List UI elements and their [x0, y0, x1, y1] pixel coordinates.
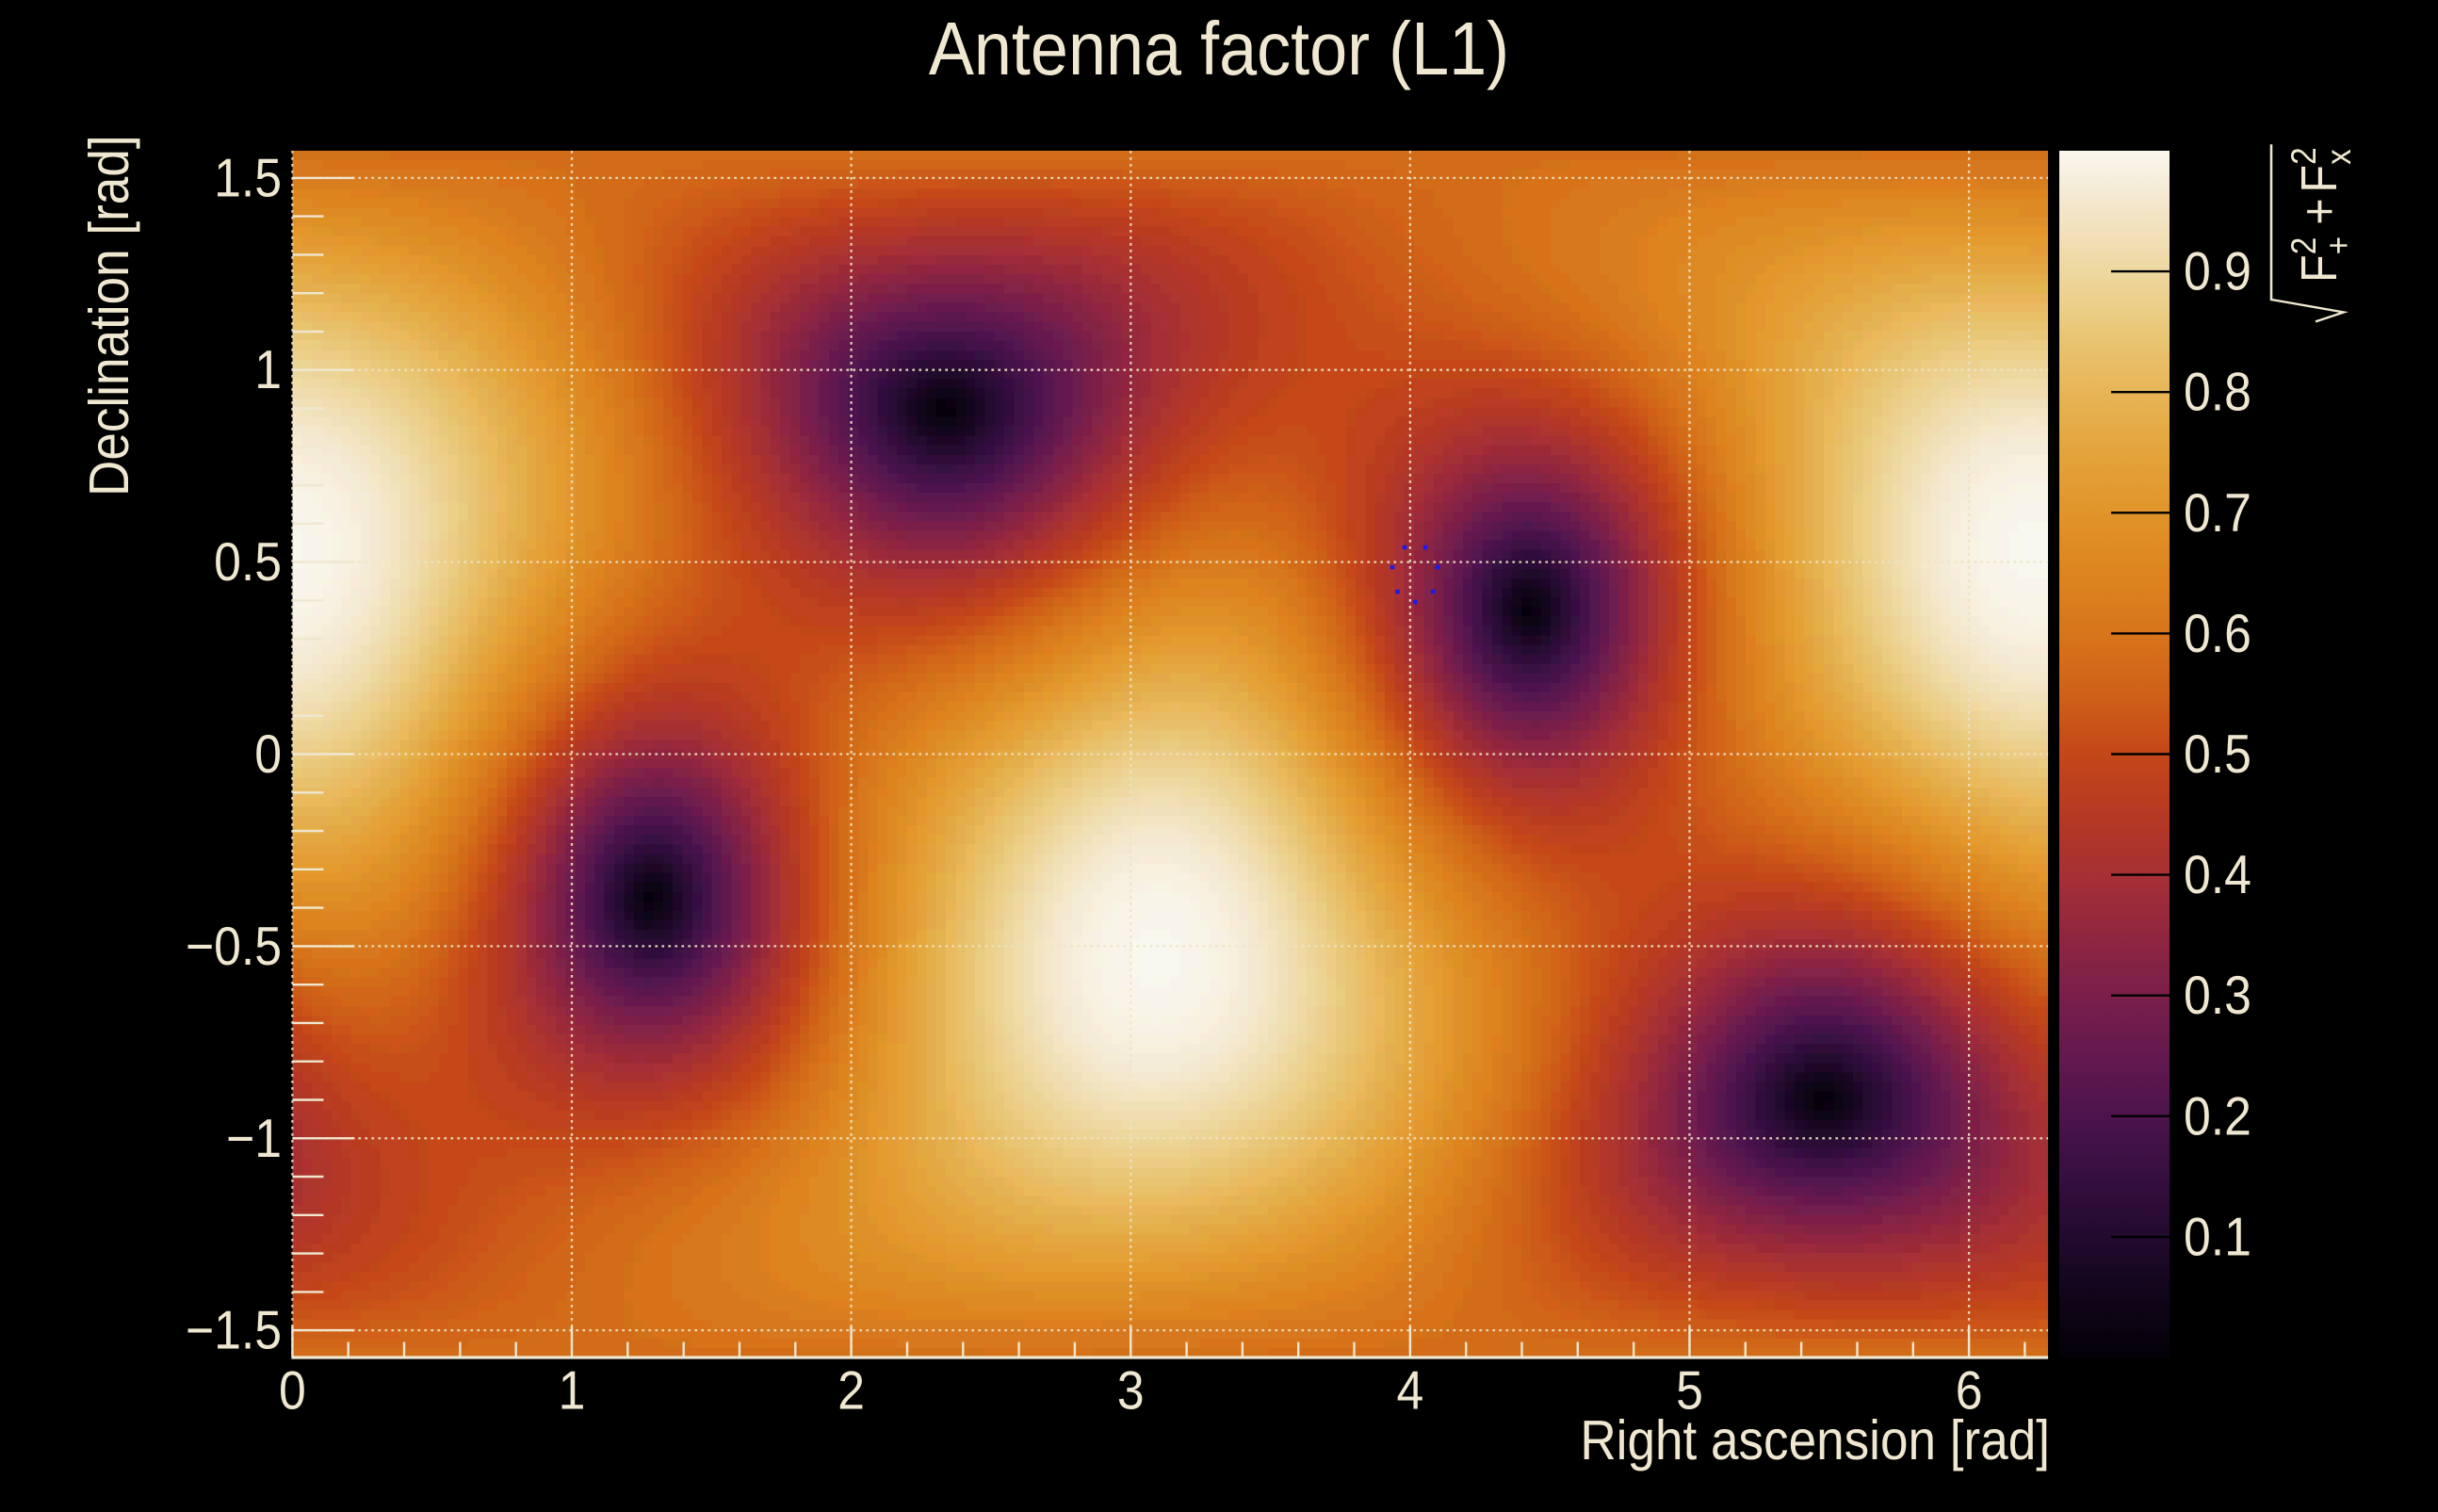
svg-text:F: F: [2290, 165, 2348, 193]
svg-text:Right ascension [rad]: Right ascension [rad]: [1580, 1408, 2050, 1471]
svg-text:−1: −1: [226, 1107, 282, 1168]
svg-text:0.4: 0.4: [2184, 844, 2251, 905]
svg-text:0: 0: [279, 1359, 306, 1421]
svg-text:x: x: [2319, 149, 2358, 165]
svg-text:F: F: [2290, 254, 2348, 283]
svg-text:Antenna factor (L1): Antenna factor (L1): [929, 8, 1509, 91]
svg-text:5: 5: [1676, 1359, 1703, 1421]
svg-text:0.9: 0.9: [2184, 240, 2251, 301]
svg-text:−0.5: −0.5: [186, 915, 282, 976]
svg-text:0.2: 0.2: [2184, 1085, 2251, 1146]
svg-text:2: 2: [2284, 237, 2323, 255]
svg-text:3: 3: [1117, 1359, 1145, 1421]
svg-text:1: 1: [254, 339, 282, 400]
svg-text:6: 6: [1956, 1359, 1983, 1421]
svg-text:−1.5: −1.5: [186, 1299, 282, 1360]
svg-text:Declination [rad]: Declination [rad]: [77, 135, 139, 496]
svg-text:0.8: 0.8: [2184, 361, 2251, 422]
svg-text:0.5: 0.5: [2184, 723, 2251, 784]
svg-text:1: 1: [559, 1359, 586, 1421]
svg-text:+: +: [2290, 198, 2348, 224]
svg-text:0.1: 0.1: [2184, 1206, 2251, 1267]
svg-text:0.3: 0.3: [2184, 965, 2251, 1026]
svg-text:2: 2: [2284, 147, 2323, 165]
svg-text:0: 0: [254, 723, 282, 784]
svg-text:0.5: 0.5: [214, 531, 282, 593]
svg-text:1.5: 1.5: [214, 147, 282, 208]
svg-text:0.7: 0.7: [2184, 481, 2251, 543]
svg-text:+: +: [2319, 236, 2358, 254]
svg-text:2: 2: [837, 1359, 865, 1421]
svg-text:4: 4: [1397, 1359, 1424, 1421]
svg-text:0.6: 0.6: [2184, 602, 2251, 663]
